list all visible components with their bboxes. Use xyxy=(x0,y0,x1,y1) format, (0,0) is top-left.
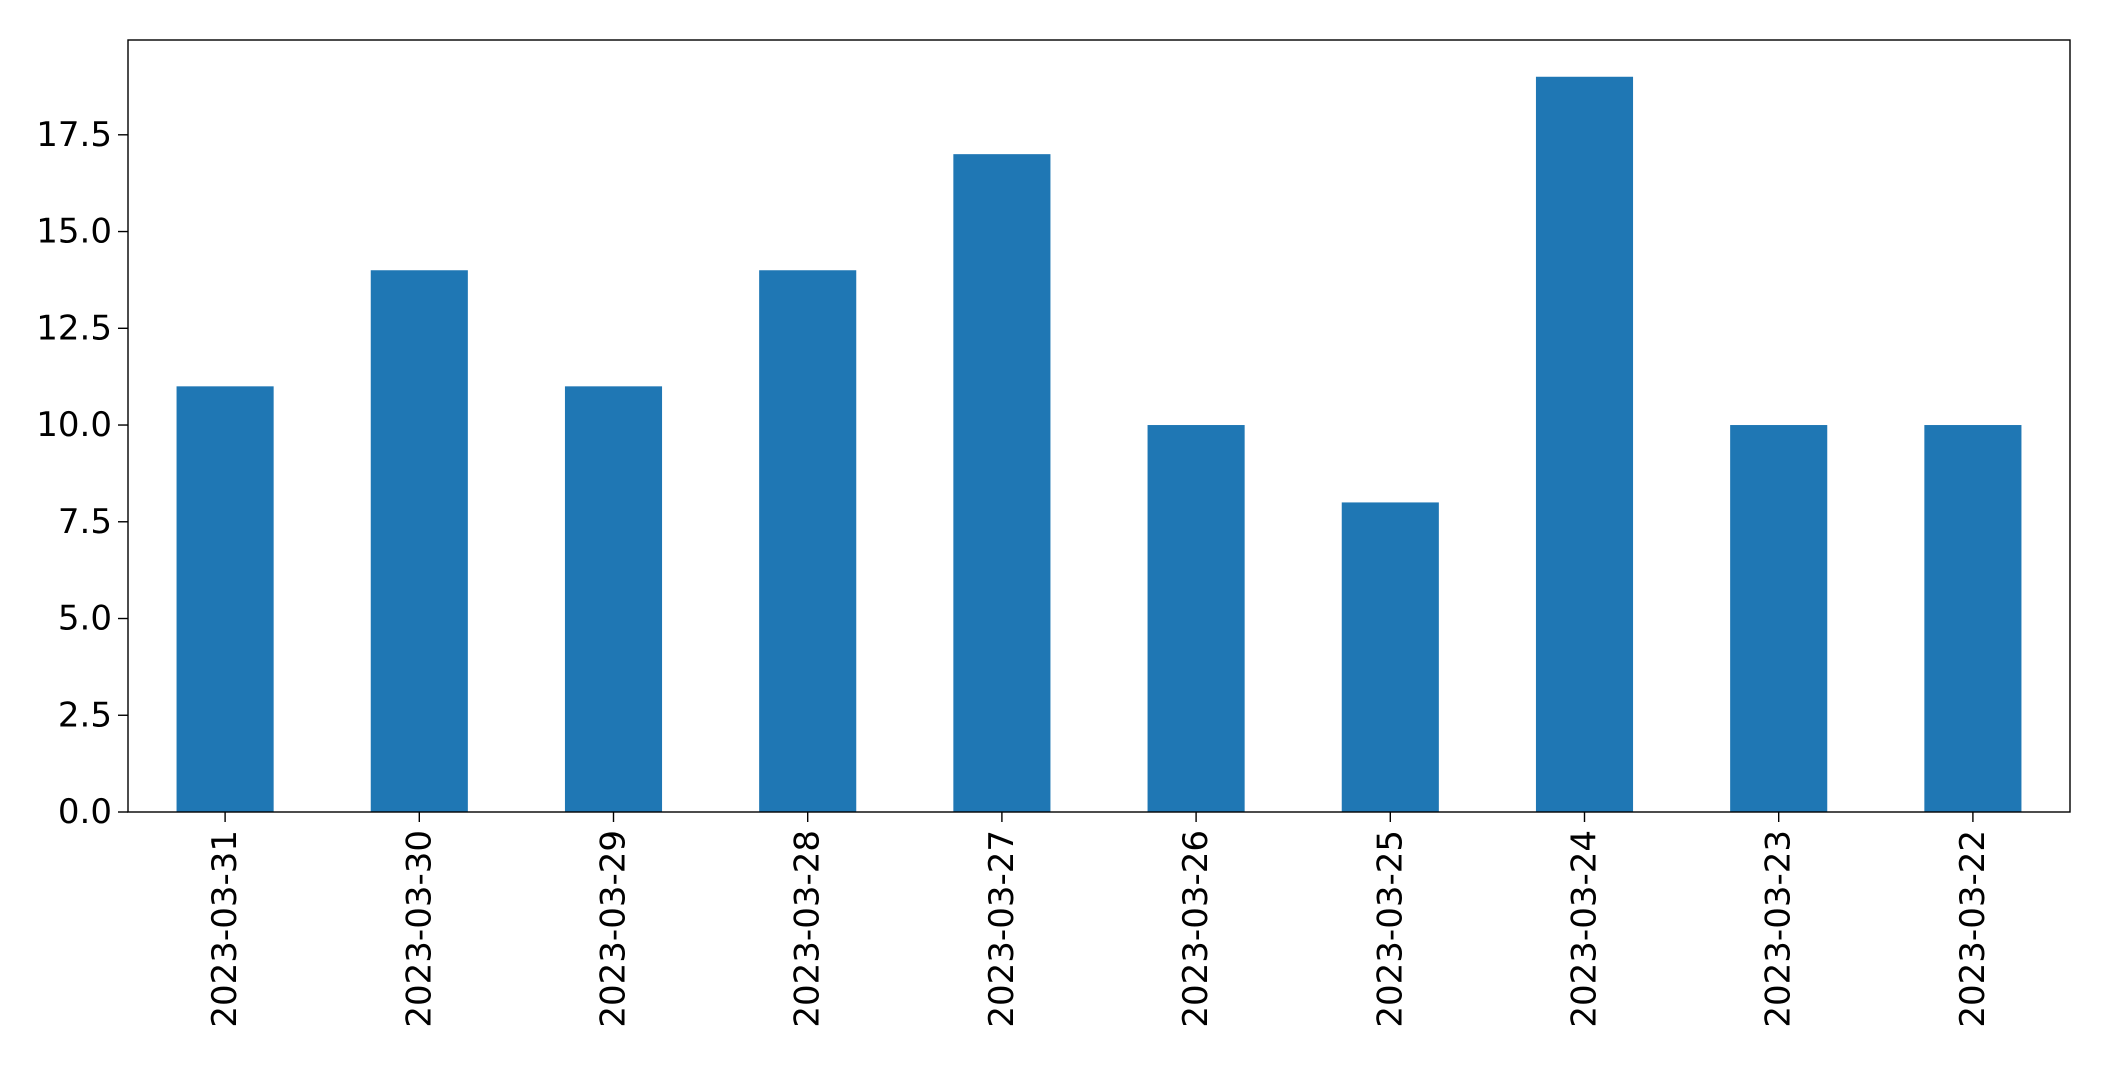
x-tick-label: 2023-03-23 xyxy=(1759,830,1799,1028)
x-tick-label: 2023-03-29 xyxy=(594,830,634,1028)
plot-frame xyxy=(127,39,2071,813)
x-axis: 2023-03-31 2023-03-30 2023-03-29 2023-03-28… xyxy=(205,812,1993,1028)
y-tick-label: 5.0 xyxy=(58,599,112,639)
y-tick-label: 17.5 xyxy=(36,115,112,155)
x-tick-label: 2023-03-25 xyxy=(1370,830,1410,1028)
y-tick-label: 0.0 xyxy=(58,792,112,832)
x-tick-label: 2023-03-22 xyxy=(1953,830,1993,1028)
bar-2023-03-23 xyxy=(1730,425,1828,812)
y-axis: 0.0 2.5 5.0 7.5 10.0 12.5 15.0 17.5 xyxy=(36,115,128,832)
x-tick-label: 2023-03-24 xyxy=(1565,830,1605,1028)
y-tick-label: 7.5 xyxy=(58,502,112,542)
x-tick-label: 2023-03-30 xyxy=(399,830,439,1028)
bar-2023-03-26 xyxy=(1147,425,1245,812)
bar-2023-03-31 xyxy=(176,386,274,812)
bar-2023-03-28 xyxy=(759,270,857,812)
y-tick-label: 12.5 xyxy=(36,308,112,348)
bar-2023-03-27 xyxy=(953,154,1051,812)
x-tick-label: 2023-03-26 xyxy=(1176,830,1216,1028)
bar-2023-03-29 xyxy=(564,386,663,812)
bar-2023-03-22 xyxy=(1924,425,2022,812)
x-tick-label: 2023-03-28 xyxy=(788,830,828,1028)
x-tick-label: 2023-03-31 xyxy=(205,830,245,1028)
bar-2023-03-24 xyxy=(1535,76,1634,812)
bar-2023-03-25 xyxy=(1341,502,1439,812)
y-tick-label: 15.0 xyxy=(36,212,112,252)
y-tick-label: 10.0 xyxy=(36,405,112,445)
y-tick-label: 2.5 xyxy=(58,695,112,735)
bars-layer xyxy=(176,76,2022,812)
bar-2023-03-30 xyxy=(370,270,468,812)
x-tick-label: 2023-03-27 xyxy=(982,830,1022,1028)
